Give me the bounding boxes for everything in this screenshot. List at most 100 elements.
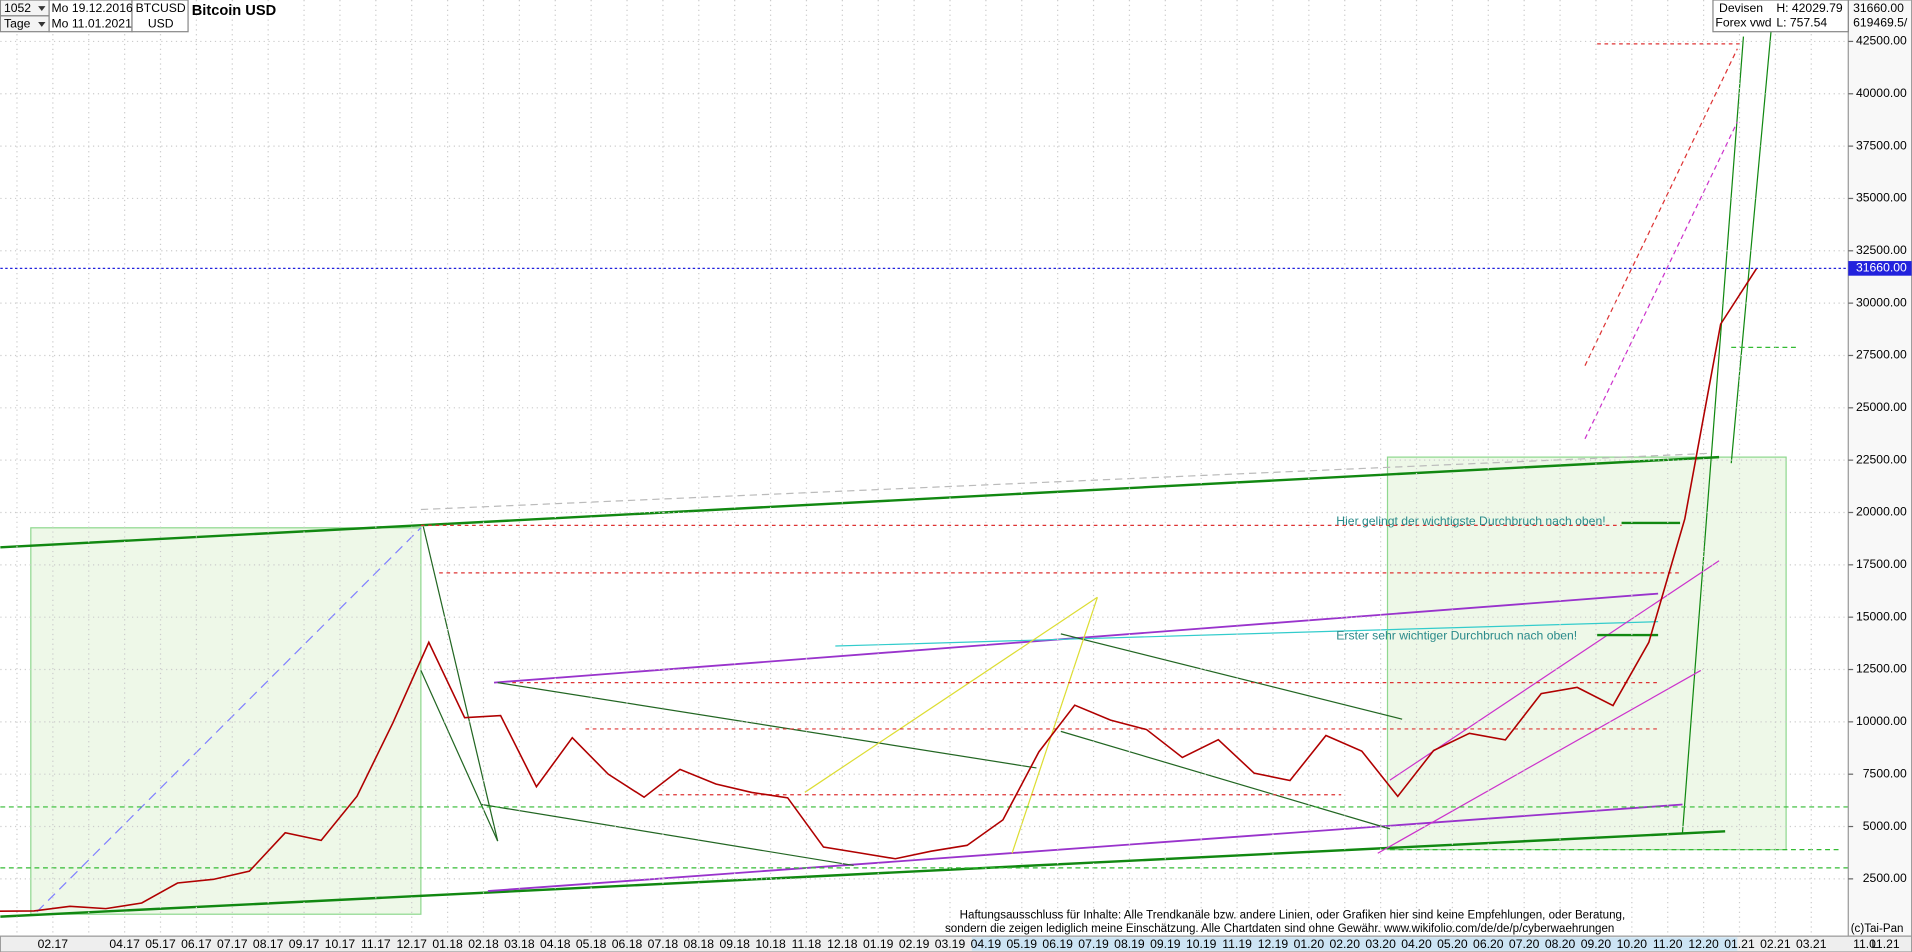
chart-title: Bitcoin USD: [192, 3, 276, 19]
x-tick-label: 01.19: [863, 937, 894, 951]
y-tick-label: 37500.00: [1856, 138, 1907, 152]
x-tick-label: 02.17: [38, 937, 69, 951]
last-price-label: 31660.00: [1856, 261, 1907, 275]
x-tick-label: 12.18: [827, 937, 858, 951]
trend-line: [1060, 633, 1403, 720]
x-tick-label: 06.20: [1473, 937, 1504, 951]
x-tick-label: 09.19: [1150, 937, 1181, 951]
x-tick-label: 11.18: [792, 937, 822, 951]
x-tick-label: 04.19: [971, 937, 1002, 951]
x-tick-label: 11.17: [361, 937, 391, 951]
zone-box: [1386, 456, 1787, 851]
y-tick-label: 32500.00: [1856, 243, 1907, 257]
y-tick-label: 25000.00: [1856, 400, 1907, 414]
trend-line: [1730, 0, 1775, 464]
trend-line: [1389, 560, 1720, 781]
x-tick-label: 04.17: [109, 937, 140, 951]
trend-line: [1584, 48, 1738, 366]
x-tick-label: 03.20: [1365, 937, 1396, 951]
x-tick-label: 03.21: [1796, 937, 1827, 951]
market: Devisen: [1719, 1, 1763, 15]
bar-count[interactable]: 1052: [4, 1, 31, 15]
x-tick-label: 10.19: [1186, 937, 1217, 951]
x-tick-label: 03.19: [935, 937, 966, 951]
trend-line: [1584, 121, 1738, 440]
price-line: [0, 267, 1758, 912]
x-tick-label: 05.20: [1437, 937, 1468, 951]
x-tick-label: 02.18: [468, 937, 499, 951]
copyright: (c)Tai-Pan: [1851, 923, 1904, 935]
x-tick-label: 07.19: [1078, 937, 1109, 951]
y-tick-label: 15000.00: [1856, 609, 1907, 623]
trend-line: [0, 830, 1726, 918]
trend-line: [1681, 36, 1745, 833]
x-axis-highlight: [971, 937, 1738, 951]
y-tick-label: 35000.00: [1856, 191, 1907, 205]
x-tick-label: 06.18: [612, 937, 643, 951]
x-tick-label: 02.19: [899, 937, 930, 951]
trend-line: [481, 803, 854, 867]
x-tick-label: 01.20: [1294, 937, 1325, 951]
x-tick-label: 07.20: [1509, 937, 1540, 951]
header-box: [131, 0, 189, 33]
period[interactable]: Tage: [4, 17, 31, 31]
end-date-label: 11.01.21: [1853, 937, 1900, 951]
x-tick-label: 09.20: [1581, 937, 1612, 951]
axis-top2: 619469.5/: [1853, 15, 1908, 29]
grid: [0, 0, 1849, 937]
x-tick-label: 06.17: [181, 937, 212, 951]
axis-top: 31660.00: [1853, 1, 1904, 15]
x-tick-label: 03.18: [504, 937, 535, 951]
trend-line: [497, 682, 1037, 769]
x-tick-label: 07.18: [648, 937, 679, 951]
x-tick-label: 05.17: [145, 937, 176, 951]
annotation: Erster sehr wichtiger Durchbruch nach ob…: [1336, 629, 1577, 643]
x-tick-label: 02.20: [1330, 937, 1361, 951]
source: Forex vwd: [1715, 15, 1771, 29]
y-tick-label: 20000.00: [1856, 505, 1907, 519]
x-tick-label: 01.18: [432, 937, 463, 951]
x-tick-label: 08.20: [1545, 937, 1576, 951]
y-tick-label: 10000.00: [1856, 714, 1907, 728]
header-box: [1712, 0, 1849, 33]
y-axis-panel: [1847, 0, 1912, 937]
disclaimer: Haftungsausschluss für Inhalte: Alle Tre…: [960, 909, 1626, 921]
scale-mode[interactable]: L: [1871, 937, 1878, 951]
high: H: 42029.79: [1776, 1, 1843, 15]
trend-line: [835, 621, 1659, 647]
y-tick-label: 5000.00: [1863, 819, 1907, 833]
y-tick-label: 12500.00: [1856, 662, 1907, 676]
last-price-box: [1848, 261, 1912, 276]
x-tick-label: 05.18: [576, 937, 607, 951]
x-tick-label: 12.17: [396, 937, 427, 951]
y-tick-label: 7500.00: [1863, 766, 1907, 780]
x-tick-label: 08.19: [1114, 937, 1145, 951]
dropdown-icon: [38, 6, 46, 11]
x-tick-label: 10.18: [755, 937, 786, 951]
x-tick-label: 09.18: [719, 937, 750, 951]
x-tick-label: 07.17: [217, 937, 248, 951]
x-tick-label: 02.21: [1760, 937, 1791, 951]
x-tick-label: 04.20: [1401, 937, 1432, 951]
y-tick-label: 17500.00: [1856, 557, 1907, 571]
trend-drawings: [0, 0, 1849, 918]
trend-line: [36, 527, 422, 913]
disclaimer: sondern die zeigen lediglich meine Einsc…: [945, 923, 1614, 935]
symbol: BTCUSD: [136, 1, 186, 15]
plot: [0, 267, 1849, 912]
trend-line: [804, 596, 1098, 793]
trend-line: [1377, 669, 1702, 854]
x-tick-label: 09.17: [289, 937, 320, 951]
x-tick-label: 01.21: [1724, 937, 1755, 951]
x-tick-label: 10.20: [1617, 937, 1648, 951]
annotation: Hier gelingt der wichtigste Durchbruch n…: [1336, 514, 1605, 528]
x-tick-label: 12.19: [1258, 937, 1289, 951]
currency: USD: [148, 17, 174, 31]
start-date: Mo 19.12.2016: [52, 1, 133, 15]
y-tick-label: 30000.00: [1856, 295, 1907, 309]
y-tick-label: 40000.00: [1856, 86, 1907, 100]
dropdown-icon: [38, 21, 46, 27]
trend-line: [420, 670, 499, 842]
